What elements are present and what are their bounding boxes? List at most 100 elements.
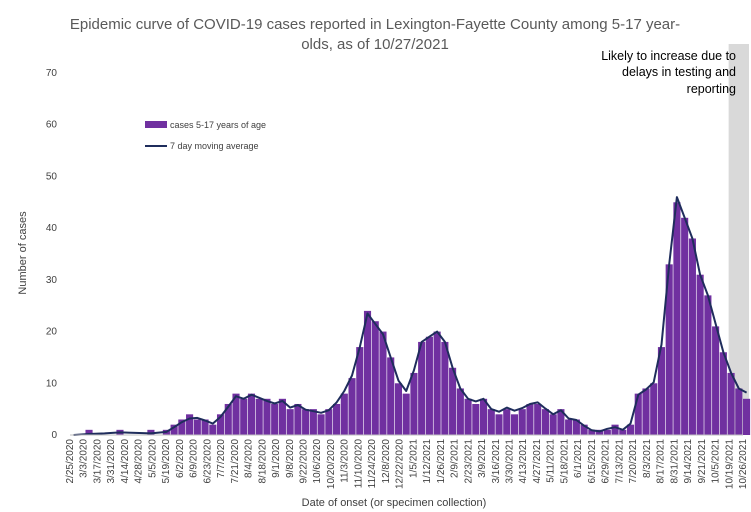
x-tick-label: 5/18/2021 [559,439,570,484]
legend-bar-label: cases 5-17 years of age [170,120,266,130]
x-tick-label: 8/31/2021 [669,439,680,484]
annotation-line-3: reporting [687,82,736,96]
case-bar [727,372,735,435]
case-bar [611,424,619,435]
case-bar [216,414,225,435]
case-bar [410,372,418,435]
case-bar [255,398,263,435]
case-bar [85,429,93,435]
case-bar [526,403,534,435]
case-bar [209,424,217,435]
legend-bar-swatch [145,121,167,128]
x-axis-label: Date of onset (or specimen collection) [302,497,487,509]
case-bar [348,378,356,435]
x-tick-label: 1/12/2021 [422,439,433,484]
x-tick-label: 2/23/2021 [463,439,474,484]
x-tick-label: 12/8/2020 [381,439,392,484]
x-tick-label: 2/9/2021 [450,439,461,478]
x-tick-label: 5/5/2020 [147,439,158,478]
case-bar [278,398,286,435]
y-tick-label: 10 [46,378,58,389]
x-tick-label: 7/21/2020 [230,439,241,484]
case-bar [549,414,557,435]
y-tick-label: 70 [46,68,58,79]
case-bar [418,341,426,435]
x-tick-label: 6/23/2020 [202,439,213,484]
x-tick-label: 9/22/2020 [299,439,310,484]
case-bar [309,409,317,435]
x-tick-label: 7/20/2021 [628,439,639,484]
x-tick-label: 5/19/2020 [161,439,172,484]
case-bar [626,424,635,435]
case-bar [240,398,248,435]
case-bar [642,388,650,435]
case-bar [565,419,573,435]
x-tick-label: 1/5/2021 [408,439,419,478]
x-tick-label: 3/17/2020 [93,439,104,484]
moving-average-group [73,196,748,436]
case-bar [232,393,240,435]
x-tick-label: 11/10/2020 [353,439,364,489]
case-bar [657,347,666,435]
case-bar [704,295,712,435]
x-tick-label: 4/27/2021 [532,439,543,484]
case-bar [696,274,704,435]
x-tick-label: 4/14/2020 [120,439,131,484]
case-bar [201,419,209,435]
delay-shaded-region [728,44,749,435]
case-bar [363,310,372,435]
x-tick-label: 3/9/2021 [477,439,488,478]
x-tick-label: 10/26/2021 [738,439,749,489]
case-bar [449,367,457,435]
case-bar [518,409,526,435]
case-bar [387,357,395,435]
x-tick-label: 8/18/2020 [257,439,268,484]
y-tick-label: 40 [46,223,58,234]
case-bar [271,403,279,435]
case-bar [302,409,310,435]
x-tick-label: 3/31/2020 [106,439,117,484]
x-tick-label: 5/11/2021 [546,439,557,483]
case-bar [247,393,256,435]
case-bar [371,321,379,435]
case-bar [441,341,449,435]
annotation-line-1: Likely to increase due to [601,49,736,63]
case-bar [379,331,387,435]
y-tick-label: 0 [51,430,57,441]
x-tick-label: 6/9/2020 [189,439,200,478]
x-tick-label: 11/24/2020 [367,439,378,489]
case-bar [603,429,611,435]
y-tick-label: 30 [46,275,58,286]
case-bar [735,388,743,435]
axes-group: 0 10 20 30 40 50 60 70 2/25/2020 3/3/2020 3/17/202… [46,68,749,489]
x-tick-label: 1/26/2021 [436,439,447,484]
case-bar [588,429,596,435]
x-tick-label: 9/21/2021 [697,439,708,484]
case-bar [510,414,519,435]
x-tick-label: 10/6/2020 [312,439,323,484]
x-tick-label: 10/20/2020 [326,439,337,489]
case-bar [170,424,178,435]
case-bar [665,264,673,435]
case-bar [572,419,580,435]
x-tick-label: 6/2/2020 [175,439,186,478]
case-bar [503,409,511,435]
x-tick-label: 4/28/2020 [134,439,145,484]
x-tick-label: 6/29/2021 [601,439,612,484]
x-tick-label: 8/4/2020 [244,439,255,478]
case-bar [580,424,588,435]
case-bar [394,383,403,435]
case-bar [186,414,194,435]
moving-average-line [73,196,748,436]
case-bar [743,398,751,435]
case-bar [650,383,658,435]
y-tick-label: 50 [46,171,58,182]
case-bar [178,419,186,435]
case-bar [224,403,232,435]
case-bar [712,326,720,435]
case-bar [681,217,689,435]
case-bar [340,393,348,435]
bar-series-group [85,202,751,435]
case-bar [557,409,565,435]
